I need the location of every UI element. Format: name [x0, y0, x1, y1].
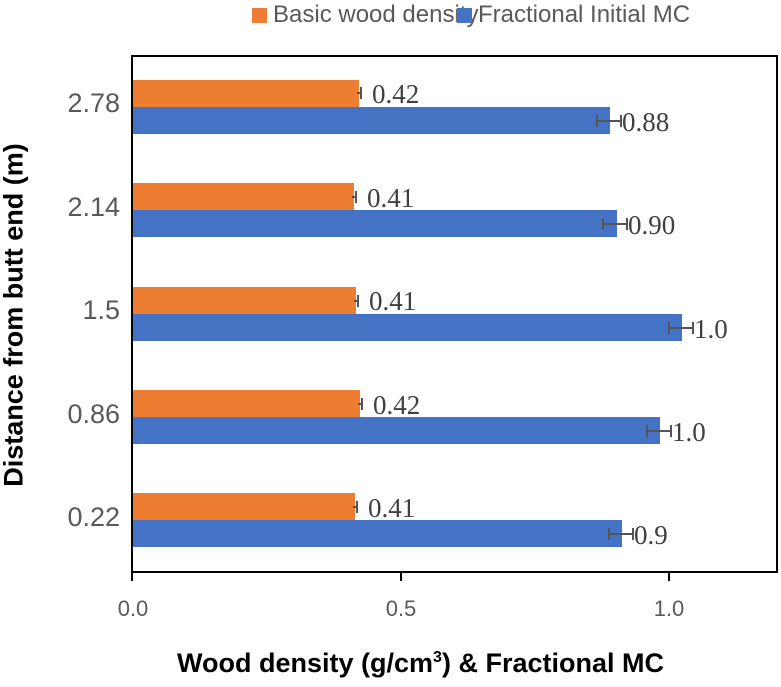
bar-fractional-mc-0.86 — [133, 417, 660, 444]
bar-basic-wood-density-2.14 — [133, 183, 354, 210]
error-bar — [596, 120, 622, 122]
blue-square-icon — [457, 7, 472, 23]
error-bar-cap — [626, 218, 628, 230]
bar-value-label: 0.41 — [367, 183, 415, 213]
error-bar-cap — [355, 191, 357, 203]
legend-item-fractional-initial-mc: Fractional Initial MC — [457, 1, 690, 29]
bar-basic-wood-density-2.78 — [133, 80, 359, 107]
error-bar — [358, 403, 362, 405]
legend-label: Basic wood density — [273, 1, 479, 28]
legend-item-basic-wood-density: Basic wood density — [252, 1, 478, 29]
bar-fractional-mc-2.78 — [133, 107, 610, 134]
plot-area: 0.42 0.88 0.41 0.90 0.41 1.0 0.42 1.0 0.… — [131, 55, 778, 573]
error-bar-cap — [360, 87, 362, 99]
bar-value-label: 0.41 — [369, 286, 417, 316]
legend-label: Fractional Initial MC — [478, 1, 691, 28]
error-bar-cap — [692, 322, 694, 334]
error-bar — [354, 300, 358, 302]
bar-value-label: 0.41 — [368, 493, 416, 523]
x-axis-label-superscript: 3 — [433, 649, 442, 666]
y-tick-label: 0.22 — [67, 502, 120, 532]
error-bar-cap — [632, 528, 634, 540]
y-tick-label: 2.78 — [67, 88, 120, 118]
y-axis-label: Distance from butt end (m) — [0, 143, 29, 487]
error-bar — [646, 430, 672, 432]
error-bar — [608, 533, 634, 535]
bar-value-label: 0.88 — [622, 107, 670, 137]
x-tick — [668, 573, 670, 581]
error-bar — [357, 92, 361, 94]
x-tick-label: 0.0 — [117, 596, 149, 621]
y-tick-label: 2.14 — [67, 192, 120, 222]
bar-value-label: 1.0 — [694, 314, 728, 344]
bar-fractional-mc-2.14 — [133, 210, 617, 237]
error-bar-cap — [596, 115, 598, 127]
x-tick — [400, 573, 402, 581]
x-tick — [131, 573, 133, 581]
error-bar — [352, 196, 356, 198]
x-axis-label-tail: ) & Fractional MC — [441, 648, 664, 678]
bar-basic-wood-density-0.22 — [133, 493, 355, 520]
y-tick-label: 1.5 — [82, 295, 120, 325]
error-bar — [353, 506, 357, 508]
bar-value-label: 0.42 — [373, 390, 421, 420]
x-tick-label: 0.5 — [385, 596, 417, 621]
error-bar-cap — [608, 528, 610, 540]
x-axis-label: Wood density (g/cm3) & Fractional MC — [0, 648, 781, 679]
bar-fractional-mc-0.22 — [133, 520, 622, 547]
error-bar — [668, 327, 694, 329]
bar-basic-wood-density-1.5 — [133, 287, 356, 314]
y-tick-label: 0.86 — [67, 399, 120, 429]
orange-square-icon — [252, 7, 267, 23]
error-bar-cap — [602, 218, 604, 230]
bar-value-label: 1.0 — [672, 417, 706, 447]
error-bar-cap — [357, 295, 359, 307]
x-tick-label: 1.0 — [653, 596, 685, 621]
error-bar-cap — [668, 322, 670, 334]
error-bar-cap — [361, 398, 363, 410]
bar-value-label: 0.90 — [628, 210, 676, 240]
error-bar-cap — [670, 425, 672, 437]
x-axis-label-main: Wood density (g/cm — [177, 648, 434, 678]
bar-fractional-mc-1.5 — [133, 314, 682, 341]
bar-basic-wood-density-0.86 — [133, 390, 360, 417]
error-bar-cap — [356, 501, 358, 513]
bar-value-label: 0.42 — [372, 79, 420, 109]
error-bar — [602, 223, 628, 225]
error-bar-cap — [646, 425, 648, 437]
error-bar-cap — [620, 115, 622, 127]
bar-value-label: 0.9 — [634, 520, 668, 550]
chart-legend: Basic wood density Fractional Initial MC — [0, 0, 781, 30]
